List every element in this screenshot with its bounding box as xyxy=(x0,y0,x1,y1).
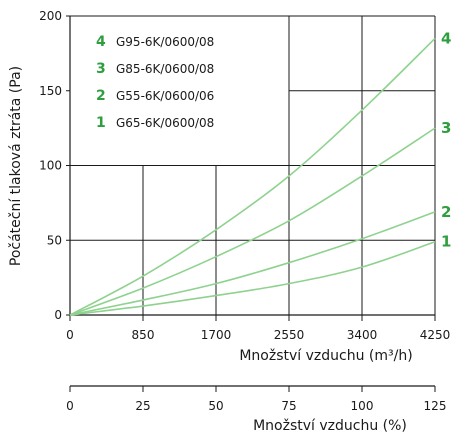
x2-tick-label: 75 xyxy=(281,399,296,413)
series-3-line xyxy=(69,127,436,316)
x2-tick-label: 50 xyxy=(208,399,223,413)
y-tick-label: 100 xyxy=(39,159,62,173)
x2-axis-title: Množství vzduchu (%) xyxy=(253,418,407,434)
y-tick-label: 150 xyxy=(39,84,62,98)
legend-number: 4 xyxy=(96,34,106,50)
x-tick-label: 3400 xyxy=(347,328,378,342)
data-series xyxy=(69,37,436,316)
legend-number: 1 xyxy=(96,115,106,131)
y-tick-label: 50 xyxy=(47,233,62,247)
series-4-line xyxy=(69,37,436,316)
series-2-line xyxy=(69,211,436,316)
series-1-line xyxy=(69,240,436,316)
axes xyxy=(66,15,436,392)
legend-entry: G65-6K/0600/08 xyxy=(116,116,214,130)
x-tick-label: 0 xyxy=(66,328,74,342)
series-4-end-label: 4 xyxy=(441,29,451,47)
legend-number: 2 xyxy=(96,88,106,104)
series-3-end-label: 3 xyxy=(441,119,451,137)
series-2-end-label: 2 xyxy=(441,203,451,221)
x-tick-label: 4250 xyxy=(420,328,451,342)
y-tick-label: 0 xyxy=(54,308,62,322)
y-axis-title: Počáteční tlaková ztráta (Pa) xyxy=(8,66,24,266)
y-tick-label: 200 xyxy=(39,9,62,23)
x-tick-label: 1700 xyxy=(201,328,232,342)
series-end-labels: 4 3 2 1 xyxy=(441,29,451,250)
legend-entry: G55-6K/0600/06 xyxy=(116,89,214,103)
legend: 4 G95-6K/0600/08 3 G85-6K/0600/08 2 G55-6K/06… xyxy=(96,34,214,131)
grid-lines xyxy=(70,15,436,315)
x2-tick-label: 25 xyxy=(135,399,150,413)
series-1-end-label: 1 xyxy=(441,233,451,251)
legend-entry: G95-6K/0600/08 xyxy=(116,35,214,49)
x2-tick-label: 125 xyxy=(424,399,447,413)
x-axis-title: Množství vzduchu (m³/h) xyxy=(239,348,412,364)
x2-tick-label: 100 xyxy=(351,399,374,413)
x-tick-label: 2550 xyxy=(274,328,305,342)
x2-tick-label: 0 xyxy=(66,399,74,413)
legend-number: 3 xyxy=(96,61,106,77)
legend-entry: G85-6K/0600/08 xyxy=(116,62,214,76)
x-tick-label: 850 xyxy=(132,328,155,342)
